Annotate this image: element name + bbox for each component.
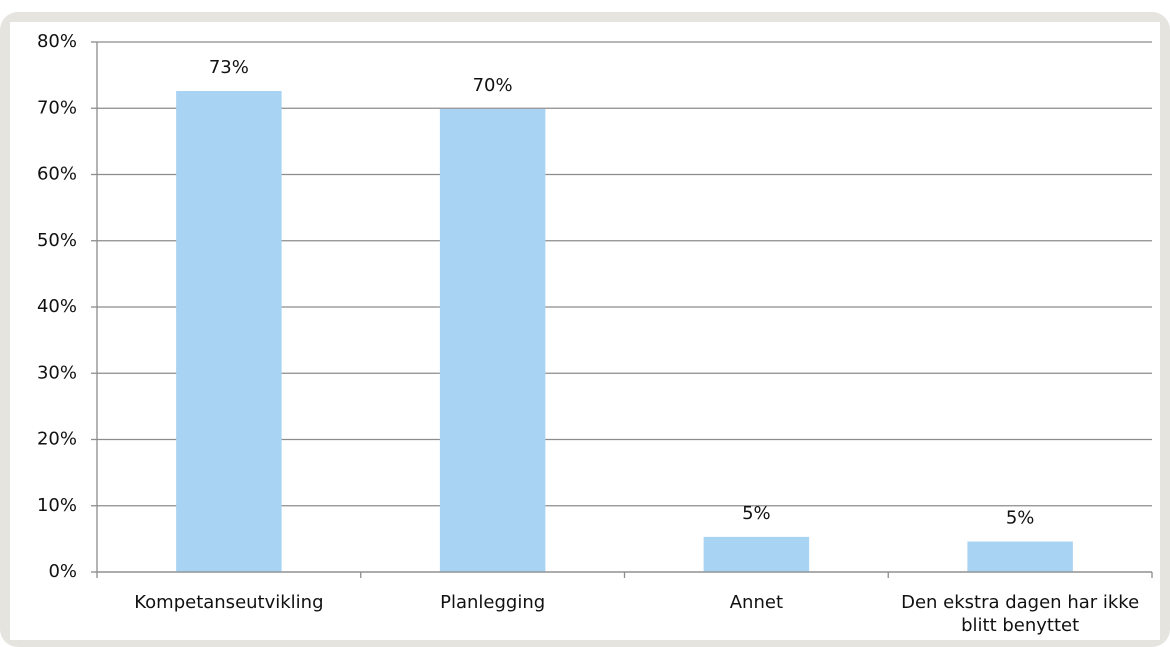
y-tick-label: 20% <box>37 429 77 450</box>
bar <box>703 536 810 572</box>
y-tick-label: 50% <box>37 230 77 251</box>
y-tick-label: 80% <box>37 31 77 52</box>
x-tick-label: Kompetanseutvikling <box>134 592 324 613</box>
x-tick-label: Planlegging <box>440 592 546 613</box>
data-label: 73% <box>209 57 249 78</box>
y-tick-label: 30% <box>37 362 77 383</box>
bar <box>176 91 282 573</box>
bar <box>967 541 1073 572</box>
bar <box>439 108 546 572</box>
data-label: 70% <box>473 75 513 96</box>
data-label: 5% <box>742 503 771 524</box>
y-tick-label: 70% <box>37 97 77 118</box>
y-tick-label: 40% <box>37 296 77 317</box>
y-tick-label: 10% <box>37 495 77 516</box>
data-label: 5% <box>1006 508 1035 529</box>
y-tick-label: 0% <box>48 561 77 582</box>
y-tick-label: 60% <box>37 164 77 185</box>
x-tick-label: Annet <box>729 592 783 613</box>
x-tick-label: Den ekstra dagen har ikke blitt benyttet <box>901 592 1140 636</box>
